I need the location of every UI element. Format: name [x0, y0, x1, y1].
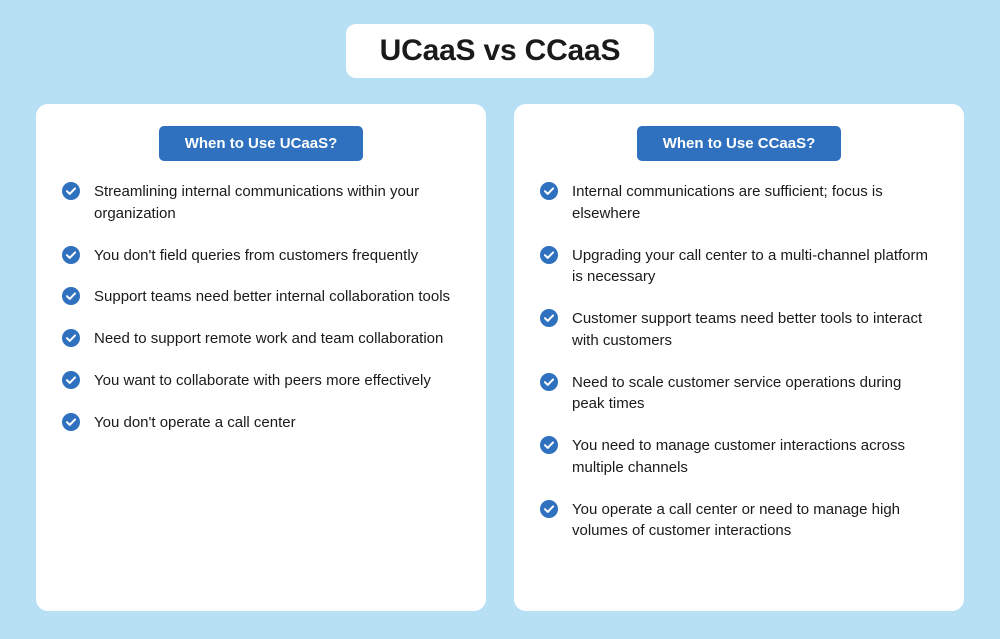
check-icon — [62, 371, 80, 389]
check-icon — [540, 309, 558, 327]
list-item-text: Need to support remote work and team col… — [94, 328, 449, 350]
ccaas-items: Internal communications are sufficient; … — [540, 181, 938, 542]
ccaas-header: When to Use CCaaS? — [637, 126, 842, 161]
list-item-text: You need to manage customer interactions… — [572, 435, 938, 479]
list-item-text: Support teams need better internal colla… — [94, 286, 456, 308]
check-icon — [62, 182, 80, 200]
list-item: Internal communications are sufficient; … — [540, 181, 938, 225]
ccaas-card: When to Use CCaaS? Internal communicatio… — [514, 104, 964, 611]
list-item: Need to support remote work and team col… — [62, 328, 460, 350]
list-item: Need to scale customer service operation… — [540, 372, 938, 416]
list-item: Customer support teams need better tools… — [540, 308, 938, 352]
check-icon — [62, 329, 80, 347]
list-item-text: Streamlining internal communications wit… — [94, 181, 460, 225]
page-title-box: UCaaS vs CCaaS — [346, 24, 655, 78]
list-item: Support teams need better internal colla… — [62, 286, 460, 308]
list-item-text: You don't field queries from customers f… — [94, 245, 424, 267]
list-item: You don't operate a call center — [62, 412, 460, 434]
check-icon — [62, 413, 80, 431]
check-icon — [540, 436, 558, 454]
list-item: You operate a call center or need to man… — [540, 499, 938, 543]
ucaas-card: When to Use UCaaS? Streamlining internal… — [36, 104, 486, 611]
list-item: Upgrading your call center to a multi-ch… — [540, 245, 938, 289]
check-icon — [540, 500, 558, 518]
ucaas-items: Streamlining internal communications wit… — [62, 181, 460, 433]
list-item-text: You want to collaborate with peers more … — [94, 370, 437, 392]
check-icon — [540, 182, 558, 200]
check-icon — [540, 246, 558, 264]
list-item-text: Internal communications are sufficient; … — [572, 181, 938, 225]
list-item: Streamlining internal communications wit… — [62, 181, 460, 225]
page-title: UCaaS vs CCaaS — [380, 34, 621, 68]
check-icon — [62, 246, 80, 264]
ucaas-header: When to Use UCaaS? — [159, 126, 364, 161]
list-item-text: Upgrading your call center to a multi-ch… — [572, 245, 938, 289]
list-item: You don't field queries from customers f… — [62, 245, 460, 267]
cards-row: When to Use UCaaS? Streamlining internal… — [36, 104, 964, 611]
list-item: You want to collaborate with peers more … — [62, 370, 460, 392]
check-icon — [62, 287, 80, 305]
check-icon — [540, 373, 558, 391]
list-item-text: Customer support teams need better tools… — [572, 308, 938, 352]
list-item-text: You operate a call center or need to man… — [572, 499, 938, 543]
list-item: You need to manage customer interactions… — [540, 435, 938, 479]
list-item-text: You don't operate a call center — [94, 412, 302, 434]
list-item-text: Need to scale customer service operation… — [572, 372, 938, 416]
